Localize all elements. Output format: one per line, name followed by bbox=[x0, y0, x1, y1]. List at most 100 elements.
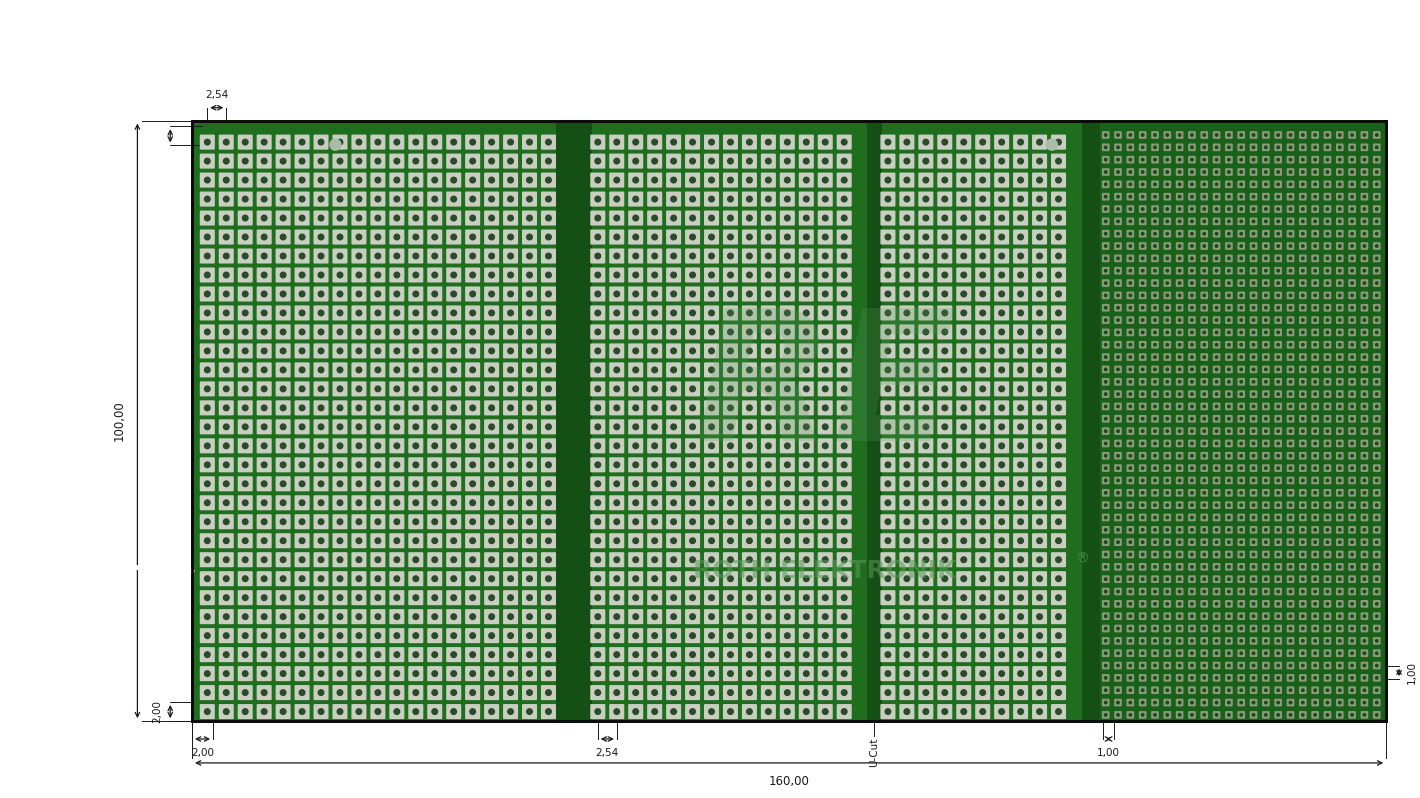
Circle shape bbox=[488, 689, 494, 695]
FancyBboxPatch shape bbox=[1336, 526, 1343, 534]
FancyBboxPatch shape bbox=[899, 647, 914, 662]
Circle shape bbox=[452, 405, 456, 411]
FancyBboxPatch shape bbox=[628, 419, 643, 434]
FancyBboxPatch shape bbox=[1126, 415, 1135, 423]
FancyBboxPatch shape bbox=[200, 306, 214, 321]
Circle shape bbox=[1240, 677, 1242, 679]
FancyBboxPatch shape bbox=[818, 609, 832, 624]
Circle shape bbox=[941, 633, 947, 638]
FancyBboxPatch shape bbox=[1225, 193, 1233, 200]
Circle shape bbox=[1116, 232, 1119, 235]
FancyBboxPatch shape bbox=[1360, 600, 1369, 608]
Circle shape bbox=[470, 709, 476, 714]
FancyBboxPatch shape bbox=[332, 647, 348, 662]
Circle shape bbox=[1142, 159, 1145, 161]
Circle shape bbox=[1179, 405, 1181, 408]
Circle shape bbox=[1228, 134, 1230, 136]
FancyBboxPatch shape bbox=[484, 153, 500, 168]
Circle shape bbox=[545, 253, 551, 259]
FancyBboxPatch shape bbox=[1373, 316, 1380, 324]
FancyBboxPatch shape bbox=[446, 704, 462, 719]
FancyBboxPatch shape bbox=[684, 248, 700, 263]
FancyBboxPatch shape bbox=[1323, 193, 1332, 200]
FancyBboxPatch shape bbox=[1032, 248, 1047, 263]
FancyBboxPatch shape bbox=[1360, 699, 1369, 706]
FancyBboxPatch shape bbox=[1200, 341, 1208, 349]
FancyBboxPatch shape bbox=[523, 496, 537, 510]
Circle shape bbox=[1203, 713, 1206, 716]
Circle shape bbox=[452, 424, 456, 429]
Circle shape bbox=[1302, 442, 1304, 444]
FancyBboxPatch shape bbox=[1051, 552, 1066, 567]
FancyBboxPatch shape bbox=[389, 286, 405, 302]
FancyBboxPatch shape bbox=[1200, 390, 1208, 398]
FancyBboxPatch shape bbox=[1152, 168, 1159, 176]
FancyBboxPatch shape bbox=[1360, 279, 1369, 287]
Circle shape bbox=[822, 614, 828, 619]
Circle shape bbox=[1277, 417, 1279, 420]
Circle shape bbox=[1037, 462, 1042, 468]
Circle shape bbox=[1376, 356, 1377, 358]
FancyBboxPatch shape bbox=[1051, 591, 1066, 605]
FancyBboxPatch shape bbox=[1115, 600, 1122, 608]
Circle shape bbox=[595, 709, 601, 714]
Circle shape bbox=[375, 424, 381, 429]
FancyBboxPatch shape bbox=[1032, 325, 1047, 339]
Circle shape bbox=[280, 595, 285, 600]
Circle shape bbox=[1191, 504, 1193, 507]
FancyBboxPatch shape bbox=[937, 343, 953, 358]
FancyBboxPatch shape bbox=[880, 704, 896, 719]
FancyBboxPatch shape bbox=[741, 591, 757, 605]
Circle shape bbox=[1216, 578, 1218, 580]
Circle shape bbox=[842, 177, 846, 183]
FancyBboxPatch shape bbox=[1152, 218, 1159, 225]
Circle shape bbox=[432, 386, 437, 392]
FancyBboxPatch shape bbox=[684, 438, 700, 453]
FancyBboxPatch shape bbox=[257, 704, 271, 719]
Circle shape bbox=[1216, 356, 1218, 358]
Circle shape bbox=[652, 519, 657, 524]
Circle shape bbox=[1240, 257, 1242, 259]
Circle shape bbox=[261, 140, 267, 145]
FancyBboxPatch shape bbox=[1262, 489, 1269, 496]
Circle shape bbox=[1055, 443, 1061, 448]
Circle shape bbox=[1376, 368, 1377, 370]
FancyBboxPatch shape bbox=[818, 457, 832, 472]
FancyBboxPatch shape bbox=[994, 666, 1010, 681]
FancyBboxPatch shape bbox=[1323, 600, 1332, 608]
FancyBboxPatch shape bbox=[1102, 587, 1109, 595]
FancyBboxPatch shape bbox=[1373, 699, 1380, 706]
Circle shape bbox=[1191, 455, 1193, 457]
FancyBboxPatch shape bbox=[1311, 304, 1319, 311]
FancyBboxPatch shape bbox=[780, 628, 795, 643]
Circle shape bbox=[633, 614, 639, 619]
Circle shape bbox=[508, 272, 514, 278]
Circle shape bbox=[923, 519, 929, 524]
FancyBboxPatch shape bbox=[994, 286, 1010, 302]
Circle shape bbox=[1129, 602, 1132, 605]
FancyBboxPatch shape bbox=[666, 666, 682, 681]
FancyBboxPatch shape bbox=[1176, 637, 1183, 645]
FancyBboxPatch shape bbox=[956, 591, 971, 605]
FancyBboxPatch shape bbox=[332, 172, 348, 188]
Circle shape bbox=[1277, 171, 1279, 173]
Circle shape bbox=[261, 671, 267, 677]
FancyBboxPatch shape bbox=[1250, 242, 1257, 250]
FancyBboxPatch shape bbox=[976, 457, 990, 472]
FancyBboxPatch shape bbox=[591, 248, 605, 263]
Circle shape bbox=[1166, 343, 1169, 346]
FancyBboxPatch shape bbox=[351, 362, 366, 377]
FancyBboxPatch shape bbox=[1262, 205, 1269, 213]
FancyBboxPatch shape bbox=[523, 552, 537, 567]
FancyBboxPatch shape bbox=[956, 476, 971, 492]
FancyBboxPatch shape bbox=[1287, 464, 1295, 472]
Circle shape bbox=[709, 291, 714, 297]
Circle shape bbox=[804, 633, 809, 638]
Circle shape bbox=[727, 519, 733, 524]
FancyBboxPatch shape bbox=[741, 381, 757, 397]
Circle shape bbox=[1363, 319, 1366, 322]
Circle shape bbox=[1289, 220, 1292, 223]
FancyBboxPatch shape bbox=[1152, 650, 1159, 657]
Circle shape bbox=[1326, 356, 1329, 358]
Circle shape bbox=[1129, 294, 1132, 297]
